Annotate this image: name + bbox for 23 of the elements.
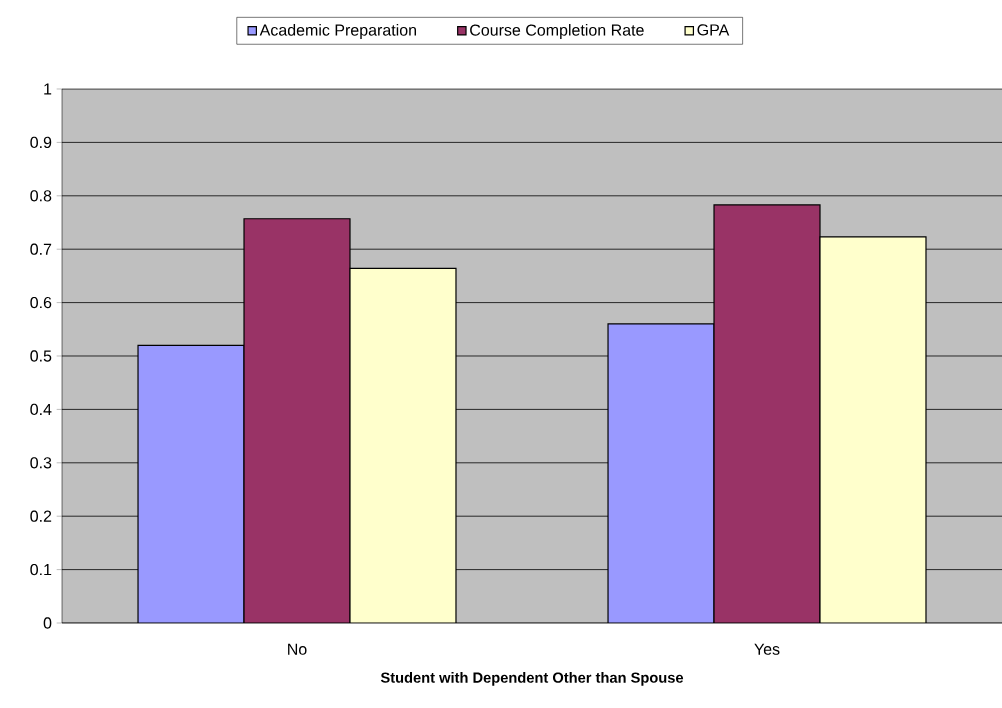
bar: [243, 218, 351, 623]
y-tick-label: 0.4: [30, 403, 52, 416]
y-tick-label: 0.6: [30, 296, 52, 309]
x-tick-label: No: [288, 643, 307, 655]
y-tick-label: 0.9: [30, 136, 52, 149]
legend-label: GPA: [697, 24, 730, 36]
y-tick-label: 0.1: [30, 563, 52, 576]
y-tick-label: 0.2: [30, 510, 52, 522]
y-tick-label: 0.5: [30, 350, 52, 362]
bar: [137, 344, 245, 623]
y-tick-label: 0.3: [30, 457, 52, 469]
legend-label: Academic Preparation: [259, 24, 416, 39]
y-tick-label: 0: [43, 617, 52, 629]
x-axis-title: Student with Dependent Other than Spouse: [380, 672, 684, 686]
legend-label: Course Completion Rate: [470, 24, 644, 39]
y-tick-label: 1: [44, 83, 52, 95]
x-tick-label: Yes: [754, 643, 780, 655]
y-tick-label: 0.8: [30, 190, 52, 202]
bar: [819, 236, 927, 623]
bar: [607, 323, 715, 623]
y-tick-label: 0.7: [30, 243, 52, 255]
bar: [349, 267, 457, 623]
bar: [713, 204, 821, 623]
